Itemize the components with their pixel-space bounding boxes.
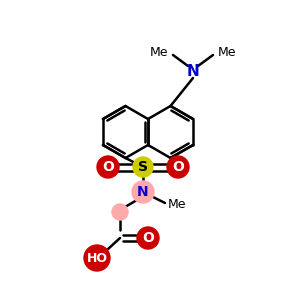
Circle shape bbox=[132, 181, 154, 203]
Text: Me: Me bbox=[218, 46, 236, 59]
Text: O: O bbox=[142, 231, 154, 245]
Text: N: N bbox=[137, 185, 149, 199]
Text: HO: HO bbox=[86, 251, 107, 265]
Circle shape bbox=[167, 156, 189, 178]
Text: Me: Me bbox=[168, 199, 187, 212]
Text: O: O bbox=[102, 160, 114, 174]
Circle shape bbox=[112, 204, 128, 220]
Circle shape bbox=[137, 227, 159, 249]
Text: Me: Me bbox=[149, 46, 168, 59]
Circle shape bbox=[133, 157, 153, 177]
Text: O: O bbox=[172, 160, 184, 174]
Circle shape bbox=[84, 245, 110, 271]
Text: N: N bbox=[187, 64, 200, 80]
Text: S: S bbox=[138, 160, 148, 174]
Circle shape bbox=[97, 156, 119, 178]
